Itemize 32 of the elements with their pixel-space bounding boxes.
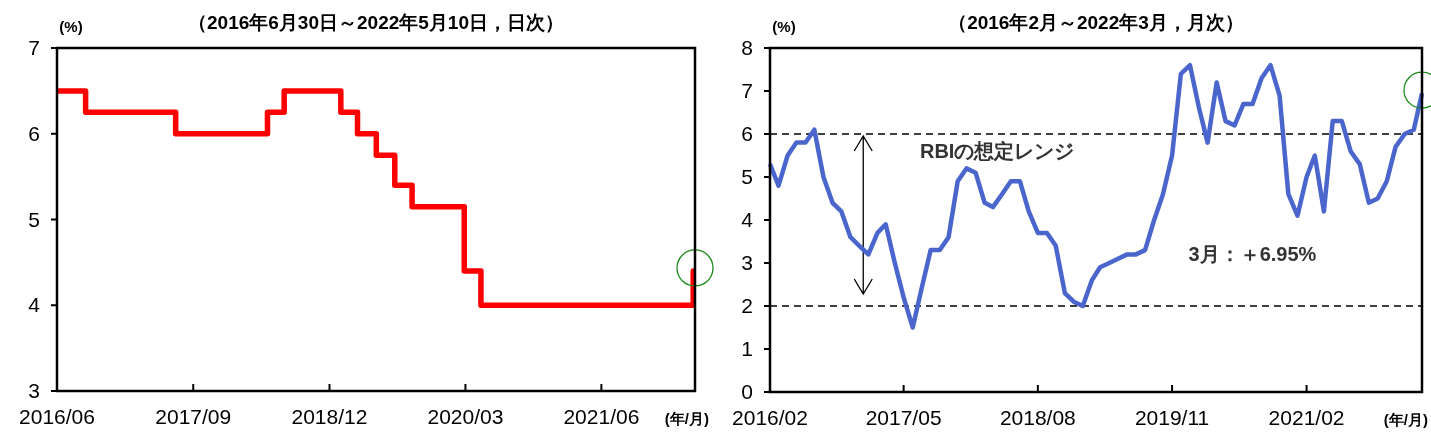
x-axis-title: (年/月) bbox=[1383, 411, 1428, 428]
x-axis-title: (年/月) bbox=[664, 410, 709, 427]
y-tick-label: 0 bbox=[741, 380, 753, 403]
y-tick-label: 7 bbox=[741, 79, 753, 102]
x-tick-label: 2019/11 bbox=[1134, 406, 1210, 429]
y-tick-label: 4 bbox=[28, 293, 41, 317]
y-tick-label: 7 bbox=[28, 36, 40, 59]
x-tick-label: 2016/06 bbox=[19, 405, 95, 428]
x-tick-label: 2017/09 bbox=[155, 405, 232, 428]
chart-title: （2016年6月30日～2022年5月10日，日次） bbox=[188, 12, 564, 33]
x-tick-label: 2018/12 bbox=[291, 405, 368, 428]
y-tick-label: 5 bbox=[28, 207, 40, 231]
chart-title: （2016年2月～2022年3月，月次） bbox=[948, 12, 1244, 33]
x-tick-label: 2021/02 bbox=[1268, 406, 1345, 429]
y-tick-label: 3 bbox=[28, 379, 40, 402]
y-tick-label: 8 bbox=[741, 36, 753, 59]
annotation: 3月：＋6.95% bbox=[1188, 243, 1317, 266]
x-tick-label: 2016/02 bbox=[732, 406, 808, 429]
x-tick-label: 2017/05 bbox=[865, 406, 942, 429]
y-tick-label: 6 bbox=[741, 122, 753, 145]
y-tick-label: 6 bbox=[28, 121, 40, 145]
y-tick-label: 3 bbox=[741, 251, 753, 274]
y-tick-label: 5 bbox=[741, 165, 753, 188]
y-tick-label: 4 bbox=[741, 208, 754, 231]
y-axis-title: (%) bbox=[772, 18, 796, 35]
y-tick-label: 2 bbox=[741, 294, 753, 317]
annotation: RBIの想定レンジ bbox=[919, 140, 1075, 163]
x-tick-label: 2021/06 bbox=[563, 405, 640, 428]
y-axis-title: (%) bbox=[59, 18, 83, 35]
x-tick-label: 2020/03 bbox=[427, 405, 504, 428]
x-tick-label: 2018/08 bbox=[999, 406, 1076, 429]
y-tick-label: 1 bbox=[741, 337, 753, 360]
